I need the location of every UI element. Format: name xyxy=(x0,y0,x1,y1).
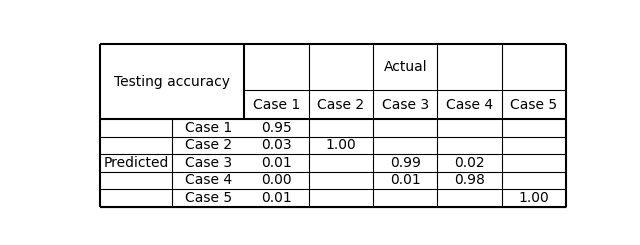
Text: Case 2: Case 2 xyxy=(317,98,364,111)
Text: 0.01: 0.01 xyxy=(261,191,292,205)
Text: Case 2: Case 2 xyxy=(185,138,232,152)
Text: Case 5: Case 5 xyxy=(510,98,557,111)
Text: 0.99: 0.99 xyxy=(390,156,420,170)
Text: Case 1: Case 1 xyxy=(184,121,232,135)
Text: Case 3: Case 3 xyxy=(185,156,232,170)
Text: Case 4: Case 4 xyxy=(185,173,232,187)
Text: Case 1: Case 1 xyxy=(253,98,300,111)
Text: 0.00: 0.00 xyxy=(261,173,292,187)
Text: 1.00: 1.00 xyxy=(518,191,549,205)
Text: Case 5: Case 5 xyxy=(185,191,232,205)
Text: 0.01: 0.01 xyxy=(390,173,420,187)
Text: Actual: Actual xyxy=(383,60,427,74)
Text: 0.02: 0.02 xyxy=(454,156,485,170)
Text: Predicted: Predicted xyxy=(103,156,169,170)
Text: 1.00: 1.00 xyxy=(326,138,356,152)
Text: 0.98: 0.98 xyxy=(454,173,485,187)
Text: Case 3: Case 3 xyxy=(381,98,429,111)
Text: 0.01: 0.01 xyxy=(261,156,292,170)
Text: Case 4: Case 4 xyxy=(446,98,493,111)
Text: Testing accuracy: Testing accuracy xyxy=(114,75,230,89)
Text: 0.03: 0.03 xyxy=(261,138,292,152)
Text: 0.95: 0.95 xyxy=(261,121,292,135)
